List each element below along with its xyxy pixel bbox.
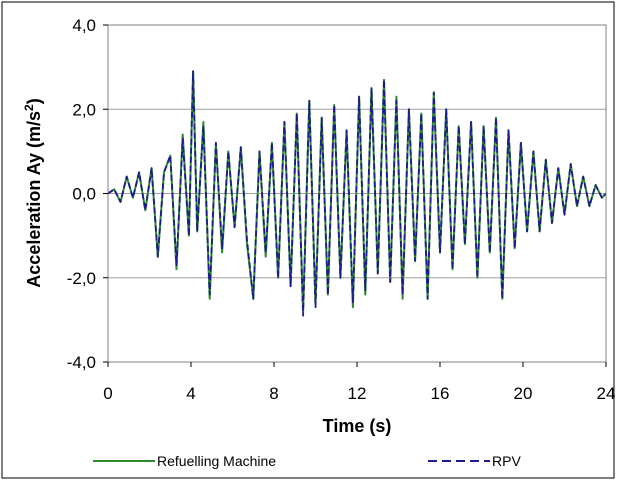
series-line-rpv <box>107 70 607 317</box>
y-tick-label: 0,0 <box>72 185 96 204</box>
x-tick-label: 4 <box>186 384 195 403</box>
y-axis-title-main: Acceleration Ay (m/s <box>24 111 44 288</box>
axis-ticks: -4,0 -2,0 0,0 2,0 4,0 0 4 8 12 16 20 24 <box>67 16 616 403</box>
y-axis-title-superscript: 2 <box>22 104 36 111</box>
x-tick-label: 8 <box>269 384 278 403</box>
legend-label-refuelling-machine: Refuelling Machine <box>157 453 276 469</box>
x-axis-title: Time (s) <box>323 416 392 436</box>
x-tick-label: 24 <box>597 384 616 403</box>
y-tick-label: -4,0 <box>67 353 96 372</box>
x-tick-label: 20 <box>514 384 533 403</box>
x-tick-label: 0 <box>103 384 112 403</box>
y-tick-label: 4,0 <box>72 16 96 35</box>
y-axis-title-end: ) <box>24 98 44 104</box>
legend-label-rpv: RPV <box>492 453 521 469</box>
x-tick-label: 12 <box>348 384 367 403</box>
x-tick-label: 16 <box>431 384 450 403</box>
y-tick-label: -2,0 <box>67 269 96 288</box>
y-tick-label: 2,0 <box>72 100 96 119</box>
y-axis-title: Acceleration Ay (m/s2) <box>22 98 44 287</box>
series-lines <box>107 70 607 317</box>
legend: Refuelling Machine RPV <box>93 453 521 469</box>
